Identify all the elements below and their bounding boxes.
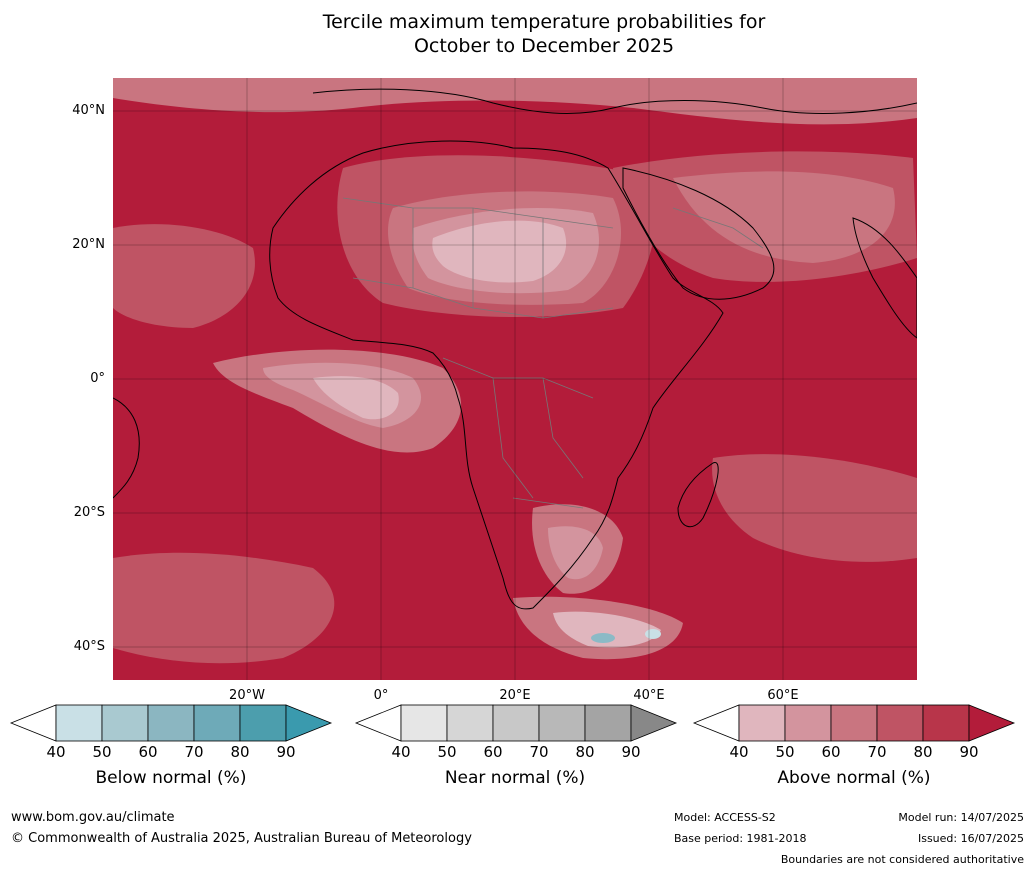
below-tick-label: 90 <box>276 743 296 761</box>
above-band-4 <box>922 704 970 742</box>
above-tick-label: 70 <box>867 743 887 761</box>
below-band-3 <box>193 704 241 742</box>
shade-below-patch-2 <box>645 629 661 639</box>
lon-label-20w: 20°W <box>229 688 265 703</box>
near-band-2 <box>492 704 540 742</box>
india-coastline <box>852 217 917 339</box>
above-tick-label: 90 <box>959 743 979 761</box>
near-tick-label: 50 <box>437 743 457 761</box>
below-extend-low <box>9 704 57 742</box>
country-borders <box>342 197 764 509</box>
title-line-1: Tercile maximum temperature probabilitie… <box>322 11 766 33</box>
above-tick-label: 40 <box>729 743 749 761</box>
near-extend-high <box>630 704 678 742</box>
footer-issued: Issued: 16/07/2025 <box>917 832 1024 845</box>
title-line-2: October to December 2025 <box>413 35 675 57</box>
below-band-2 <box>147 704 195 742</box>
colorbar-near <box>354 704 678 742</box>
africa-coastline <box>269 140 724 610</box>
shade-south-africa-50 <box>548 526 603 580</box>
probability-shading <box>113 78 917 664</box>
above-band-2 <box>830 704 878 742</box>
below-band-4 <box>239 704 287 742</box>
shade-west-atlantic-70 <box>113 224 255 328</box>
near-tick-label: 70 <box>529 743 549 761</box>
lon-label-20e: 20°E <box>499 688 531 703</box>
legend-title-below: Below normal (%) <box>95 768 247 788</box>
shade-sahara-40 <box>432 220 567 283</box>
footer-copyright: © Commonwealth of Australia 2025, Austra… <box>11 831 472 846</box>
map-canvas <box>113 78 917 680</box>
europe-coastline <box>312 88 917 114</box>
arabia-coastline <box>622 167 775 300</box>
shade-south-atlantic-70 <box>113 552 335 664</box>
near-tick-label: 40 <box>391 743 411 761</box>
lon-label-60e: 60°E <box>767 688 799 703</box>
legend-title-near: Near normal (%) <box>444 768 586 788</box>
colorbar-above-svg <box>692 704 1016 742</box>
colorbar-near-svg <box>354 704 678 742</box>
shade-southern-ocean-40 <box>553 611 661 648</box>
above-tick-label: 80 <box>913 743 933 761</box>
legend-title-above: Above normal (%) <box>777 768 931 788</box>
madagascar-coastline <box>677 462 719 528</box>
below-band-1 <box>101 704 149 742</box>
footer-model: Model: ACCESS-S2 <box>674 811 776 824</box>
near-tick-label: 60 <box>483 743 503 761</box>
lon-label-40e: 40°E <box>633 688 665 703</box>
near-band-3 <box>538 704 586 742</box>
near-band-1 <box>446 704 494 742</box>
shade-atlantic-eq-40 <box>313 376 399 420</box>
lat-label-0: 0° <box>90 371 105 386</box>
near-extend-low <box>354 704 402 742</box>
graticule <box>113 78 917 680</box>
colorbar-above <box>692 704 1016 742</box>
below-tick-label: 60 <box>138 743 158 761</box>
below-tick-label: 50 <box>92 743 112 761</box>
above-band-3 <box>876 704 924 742</box>
near-tick-label: 90 <box>621 743 641 761</box>
above-band-0 <box>738 704 786 742</box>
footer-boundaries: Boundaries are not considered authoritat… <box>780 853 1024 866</box>
lat-label-20n: 20°N <box>72 237 105 252</box>
lat-label-20s: 20°S <box>73 505 105 520</box>
coastlines <box>113 88 917 610</box>
above-extend-high <box>968 704 1016 742</box>
lon-label-0: 0° <box>373 688 389 703</box>
shade-indian-ocean-70 <box>712 454 917 562</box>
footer-base-period: Base period: 1981-2018 <box>674 832 807 845</box>
probability-map <box>113 78 917 680</box>
south-america-coastline <box>113 397 140 499</box>
shade-middle-east-60 <box>673 171 895 263</box>
colorbar-below <box>9 704 333 742</box>
map-title: Tercile maximum temperature probabilitie… <box>0 10 1035 58</box>
near-tick-label: 80 <box>575 743 595 761</box>
shade-north-60 <box>113 78 917 125</box>
near-band-0 <box>400 704 448 742</box>
footer-model-run: Model run: 14/07/2025 <box>898 811 1024 824</box>
above-tick-label: 60 <box>821 743 841 761</box>
below-tick-label: 70 <box>184 743 204 761</box>
footer-website: www.bom.gov.au/climate <box>11 810 175 825</box>
lat-label-40n: 40°N <box>72 103 105 118</box>
above-tick-label: 50 <box>775 743 795 761</box>
shade-below-patch <box>591 633 615 643</box>
colorbar-below-svg <box>9 704 333 742</box>
above-extend-low <box>692 704 740 742</box>
below-band-0 <box>55 704 103 742</box>
near-band-4 <box>584 704 632 742</box>
below-tick-label: 40 <box>46 743 66 761</box>
below-extend-high <box>285 704 333 742</box>
below-tick-label: 80 <box>230 743 250 761</box>
lat-label-40s: 40°S <box>73 639 105 654</box>
above-band-1 <box>784 704 832 742</box>
